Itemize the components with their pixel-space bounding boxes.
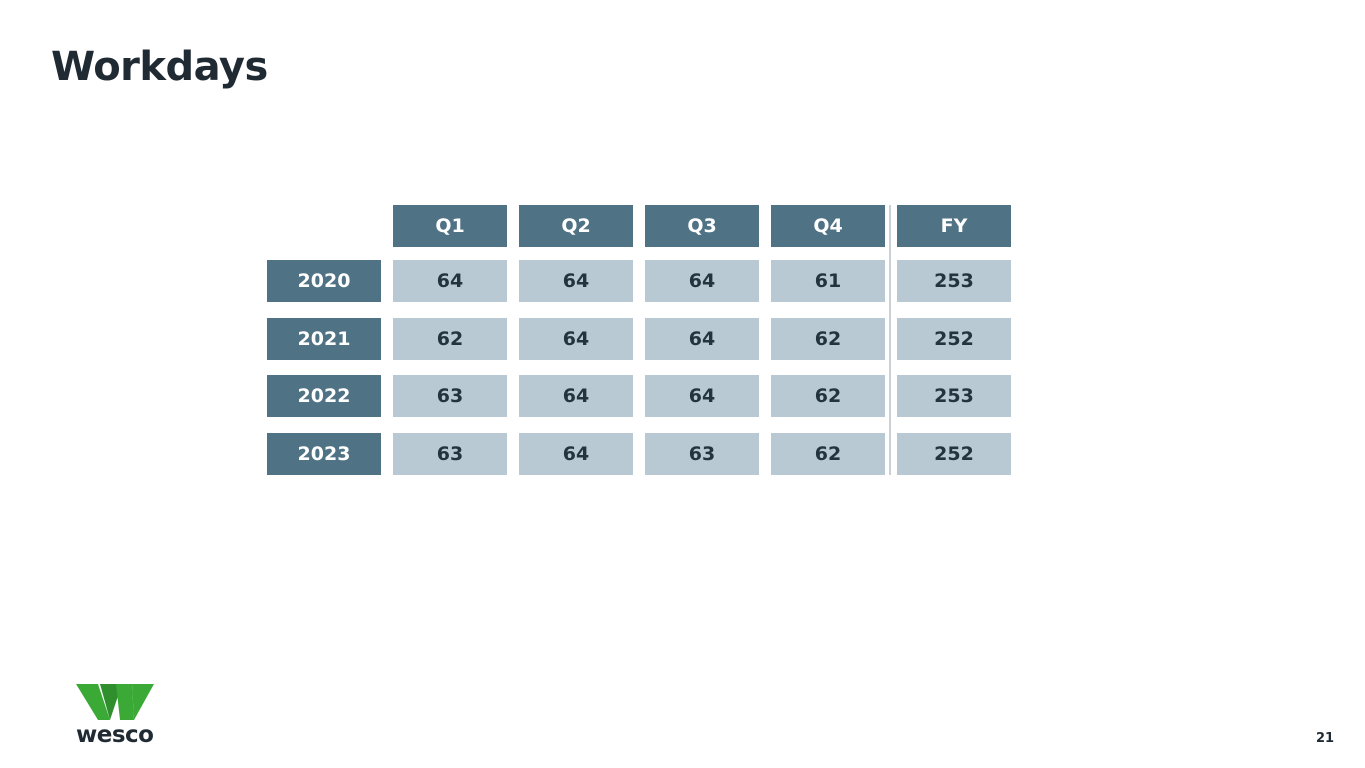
column-header: Q2 [519,205,633,247]
table-cell: 64 [519,375,633,417]
table-cell: 253 [897,375,1011,417]
table-cell: 62 [771,433,885,475]
row-header: 2023 [267,433,381,475]
separator [889,205,891,475]
table-cell: 63 [393,433,507,475]
row-header: 2020 [267,260,381,302]
table-cell: 64 [645,260,759,302]
column-header: Q4 [771,205,885,247]
table-cell: 62 [771,375,885,417]
row-header: 2021 [267,318,381,360]
slide-title: Workdays [51,44,268,90]
logo-text: wesco [76,722,154,748]
table-cell: 62 [393,318,507,360]
page-number: 21 [1316,731,1335,746]
table-cell: 252 [897,433,1011,475]
table-cell: 63 [393,375,507,417]
table-cell: 64 [519,260,633,302]
table-cell: 64 [519,318,633,360]
column-header: FY [897,205,1011,247]
logo-mark [76,684,154,720]
table-cell: 63 [645,433,759,475]
table-cell: 253 [897,260,1011,302]
table-cell: 64 [393,260,507,302]
table-cell: 62 [771,318,885,360]
table-cell: 64 [645,375,759,417]
row-header: 2022 [267,375,381,417]
column-header: Q3 [645,205,759,247]
table-cell: 252 [897,318,1011,360]
column-header: Q1 [393,205,507,247]
table-cell: 61 [771,260,885,302]
table-cell: 64 [519,433,633,475]
table-cell: 64 [645,318,759,360]
